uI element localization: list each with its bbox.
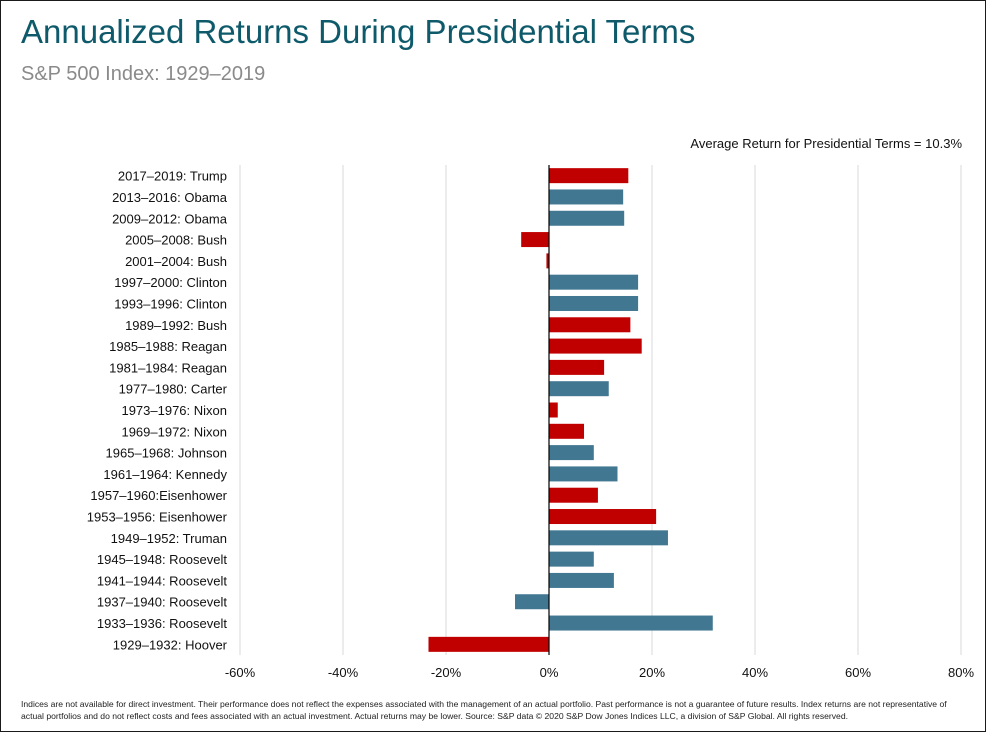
category-label: 1965–1968: Johnson [106, 446, 227, 461]
chart-subtitle: S&P 500 Index: 1929–2019 [21, 63, 266, 85]
x-tick-label: -60% [225, 665, 256, 680]
chart-title: Annualized Returns During Presidential T… [21, 13, 696, 50]
category-label: 1941–1944: Roosevelt [97, 573, 227, 588]
category-label: 2009–2012: Obama [112, 211, 228, 226]
bar [549, 466, 618, 482]
category-label: 1953–1956: Eisenhower [87, 510, 228, 525]
bar [549, 530, 668, 546]
category-label: 2001–2004: Bush [125, 254, 227, 269]
category-label: 1937–1940: Roosevelt [97, 595, 227, 610]
bar [549, 381, 609, 397]
bar [549, 551, 594, 567]
bar [549, 487, 598, 503]
category-label: 1945–1948: Roosevelt [97, 552, 227, 567]
x-tick-label: 0% [540, 665, 559, 680]
category-label: 1949–1952: Truman [111, 531, 227, 546]
bar [515, 594, 549, 610]
category-label: 2005–2008: Bush [125, 233, 227, 248]
bar [549, 423, 585, 439]
x-tick-label: -20% [431, 665, 462, 680]
category-label: 1997–2000: Clinton [114, 275, 227, 290]
category-label: 1981–1984: Reagan [109, 360, 227, 375]
average-return-note: Average Return for Presidential Terms = … [690, 136, 962, 151]
x-tick-label: -40% [328, 665, 359, 680]
bar [549, 189, 624, 205]
footnote-disclaimer: Indices are not available for direct inv… [21, 699, 947, 721]
bar [549, 338, 642, 354]
bar [549, 295, 639, 311]
bar [549, 402, 558, 418]
bar [549, 572, 614, 588]
category-label: 1973–1976: Nixon [121, 403, 227, 418]
category-label: 1957–1960:Eisenhower [90, 488, 227, 503]
category-label: 1993–1996: Clinton [114, 296, 227, 311]
bar [549, 445, 594, 461]
bar [546, 253, 549, 269]
category-label: 2017–2019: Trump [118, 169, 227, 184]
category-label: 1969–1972: Nixon [121, 424, 227, 439]
category-label: 1985–1988: Reagan [109, 339, 227, 354]
bar [549, 210, 625, 226]
category-label: 1929–1932: Hoover [113, 637, 228, 652]
bar [549, 359, 605, 375]
bar [549, 274, 639, 290]
category-label: 1989–1992: Bush [125, 318, 227, 333]
bar [549, 168, 629, 184]
category-label: 1933–1936: Roosevelt [97, 616, 227, 631]
bar [428, 636, 549, 652]
bar [521, 232, 549, 248]
x-tick-label: 20% [639, 665, 665, 680]
category-label: 1977–1980: Carter [119, 382, 228, 397]
x-tick-label: 80% [948, 665, 974, 680]
category-label: 1961–1964: Kennedy [103, 467, 227, 482]
x-tick-label: 60% [845, 665, 871, 680]
category-label: 2013–2016: Obama [112, 190, 228, 205]
bar [549, 615, 713, 631]
bar [549, 317, 631, 333]
bar [549, 509, 657, 525]
bar-chart: 2017–2019: Trump 2013–2016: Obama 2009–201… [87, 165, 974, 680]
x-tick-label: 40% [742, 665, 768, 680]
